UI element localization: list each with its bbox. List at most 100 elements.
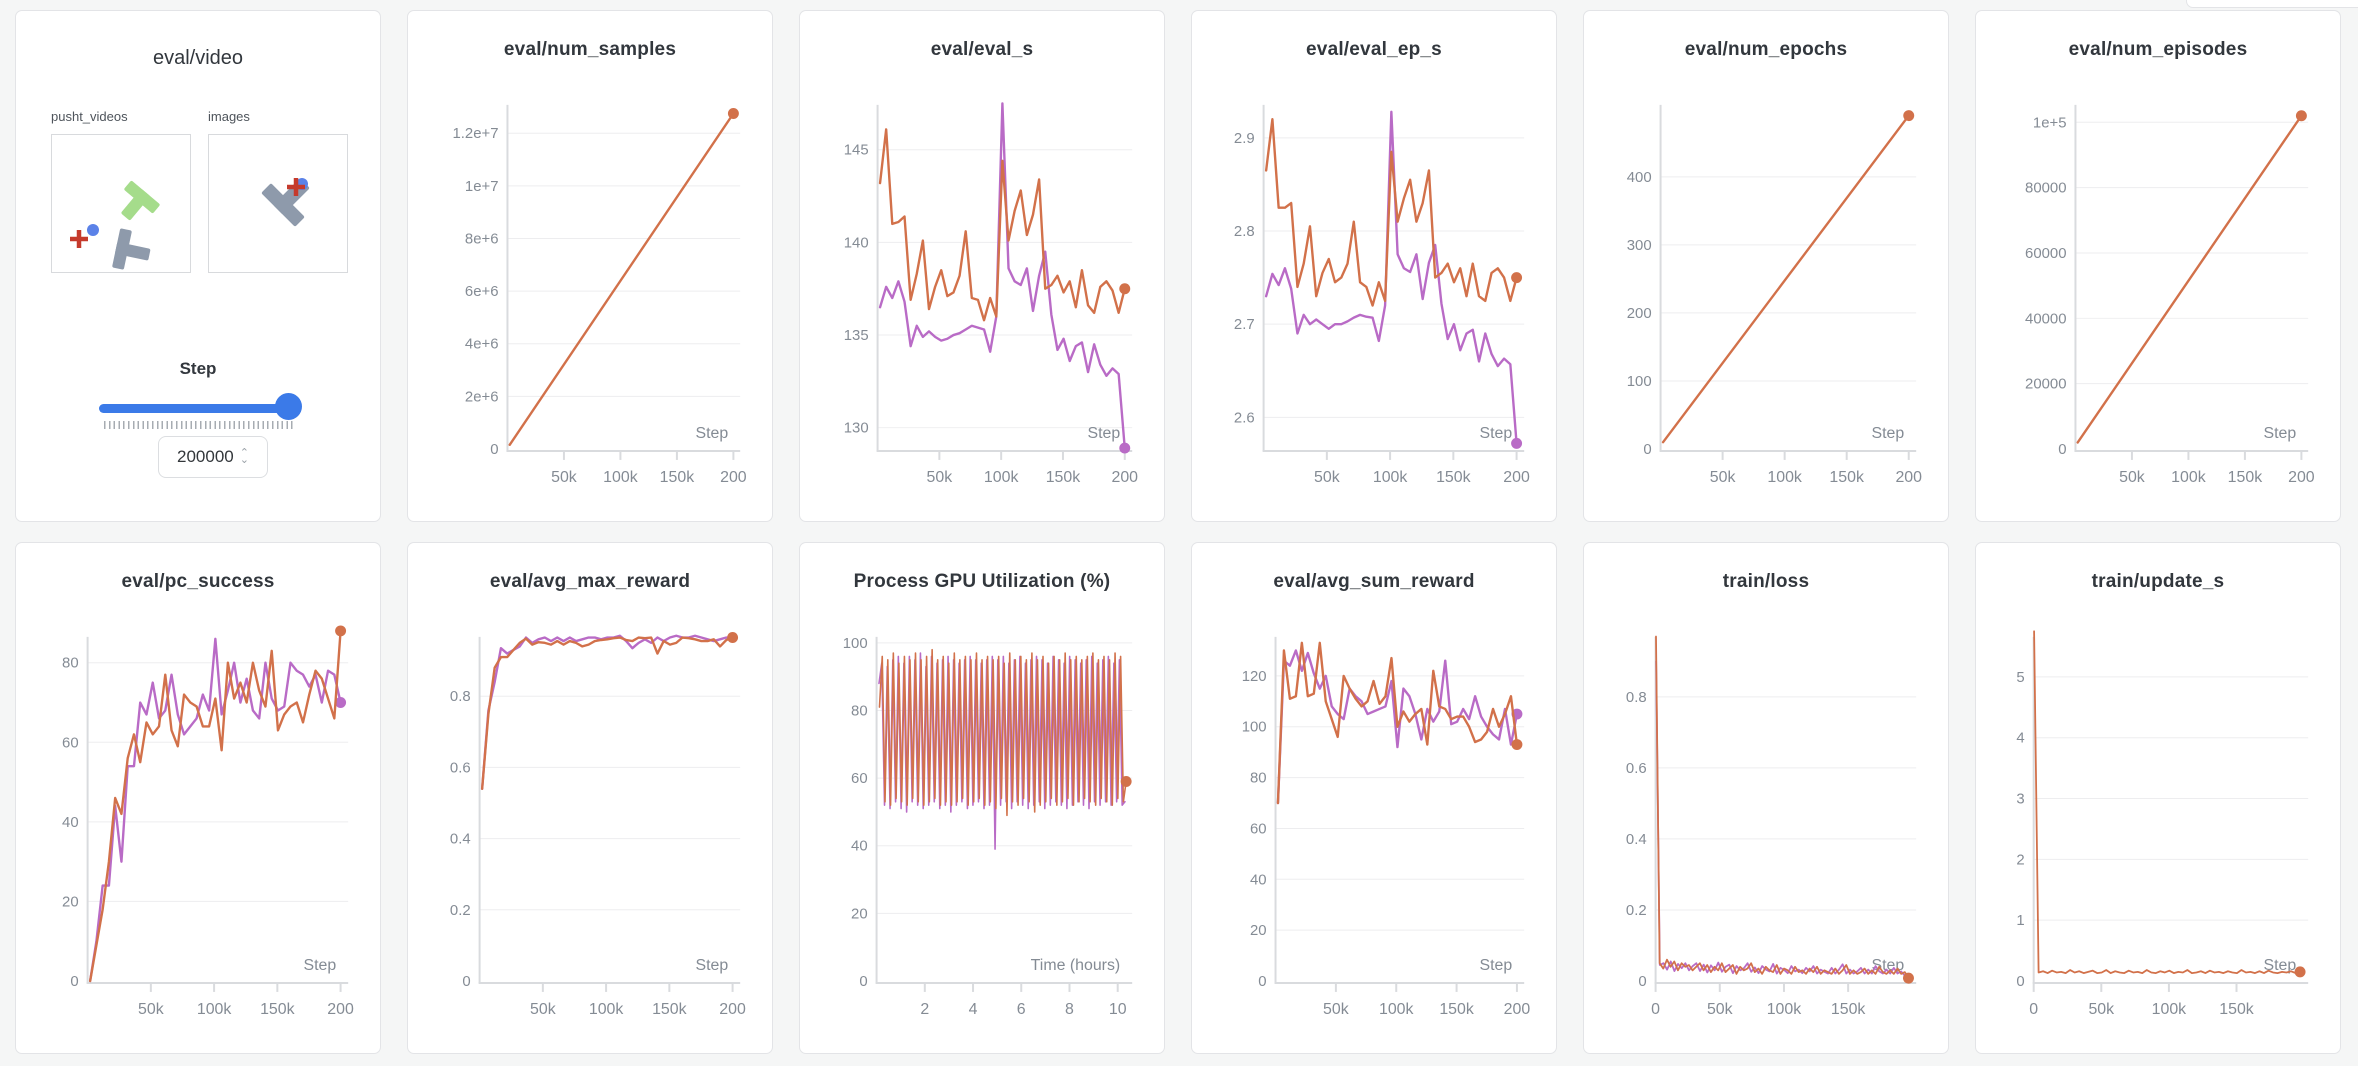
chart-eval-pc-success[interactable]: 0 20 40 60 80 50k 100k 150k 200 Step [16,543,380,1053]
chart-title: eval/avg_max_reward [489,571,691,592]
chart-eval-eval-s[interactable]: 130 135 140 145 50k 100k 150k 200 Step [800,11,1164,521]
chart-train-update-s[interactable]: 0 1 2 3 4 5 0 50k 100k 150k Step [1976,543,2340,1053]
x-tick-label: 200 [1504,1001,1531,1018]
x-tick-label: 50k [2119,469,2145,486]
x-tick-label: 150k [2228,469,2263,486]
series-endpoint-orange [1119,283,1131,295]
y-tick-label: 2e+6 [465,389,499,405]
x-axis-title: Time (hours) [1031,957,1121,974]
y-tick-label: 40 [62,815,79,831]
x-tick-label: 50k [2088,1001,2114,1018]
x-tick-label: 100k [197,1001,232,1018]
step-slider-thumb[interactable] [275,393,302,420]
y-tick-label: 0 [2016,974,2024,990]
x-tick-label: 150k [2219,1001,2254,1018]
series-endpoint-orange [2294,966,2306,978]
pusht-scene-image [70,181,160,270]
panel-eval-video: eval/video pusht_videos images [15,10,381,522]
y-tick-label: 8e+6 [465,231,499,247]
images-thumbnail[interactable] [208,134,348,273]
x-axis-title: Step [1872,425,1905,442]
series-purple [878,102,1126,450]
x-tick-label: 150k [652,1001,687,1018]
y-tick-label: 100 [1627,374,1652,390]
panel-eval-num-samples: eval/num_samples 0 2e+6 4e+6 6e+6 8e+6 1e+7 1.… [407,10,773,522]
step-value[interactable]: 200000 [177,447,234,466]
chart-eval-num-episodes[interactable]: 0 20000 40000 60000 80000 1e+5 50k 100k 150k 200 S… [1976,11,2340,521]
x-tick-label: 100k [1767,1001,1802,1018]
y-tick-label: 200 [1627,306,1652,322]
series-orange [1655,635,1910,980]
x-tick-label: 150k [1046,469,1081,486]
y-tick-label: 3 [2016,792,2024,808]
x-tick-label: 100k [603,469,638,486]
y-tick-label: 0.6 [1626,761,1647,777]
y-tick-label: 2.9 [1234,131,1255,147]
chart-eval-eval-ep-s[interactable]: 2.6 2.7 2.8 2.9 50k 100k 150k 200 Step [1192,11,1556,521]
x-axis-title: Step [1480,425,1513,442]
y-tick-label: 5 [2016,670,2024,686]
y-tick-label: 0 [1258,974,1266,990]
panel-eval-num-episodes: eval/num_episodes 0 20000 40000 60000 80000 1… [1975,10,2341,522]
y-tick-label: 6e+6 [465,284,499,300]
red-cross-icon [287,178,305,196]
x-tick-label: 50k [1323,1001,1349,1018]
images-label: images [208,109,250,124]
y-tick-label: 0 [1638,974,1646,990]
y-tick-label: 20000 [2025,377,2066,393]
step-number-input[interactable]: 200000 ⌃ ⌄ [158,436,268,478]
y-tick-label: 100 [1242,720,1267,736]
x-tick-label: 8 [1065,1001,1074,1018]
x-tick-label: 100k [2152,1001,2187,1018]
pusht-video-thumbnail[interactable] [51,134,191,273]
series-orange [878,648,1127,817]
y-tick-label: 2.7 [1234,317,1255,333]
x-tick-label: 100k [2171,469,2206,486]
series-orange [1276,641,1519,805]
y-tick-label: 60 [1250,821,1267,837]
x-tick-label: 50k [1314,469,1340,486]
chart-title: eval/eval_s [930,39,1034,60]
x-axis-title: Step [2264,957,2297,974]
series-purple [1655,660,1910,979]
y-tick-label: 0 [70,974,78,990]
gray-t-shape [261,178,310,227]
stepper-down-icon[interactable]: ⌄ [239,454,249,466]
chart-process-gpu-utilization[interactable]: 0 20 40 60 80 100 2 4 6 8 10 Time (hours) [800,543,1164,1053]
y-tick-label: 4e+6 [465,337,499,353]
x-tick-label: 150k [1439,1001,1474,1018]
y-tick-label: 0.4 [450,832,471,848]
y-tick-label: 0.4 [1626,832,1647,848]
chart-eval-num-epochs[interactable]: 0 100 200 300 400 50k 100k 150k 200 Step [1584,11,1948,521]
chart-eval-avg-sum-reward[interactable]: 0 20 40 60 80 100 120 50k 100k 150k 200 Step [1192,543,1556,1053]
step-stepper[interactable]: ⌃ ⌄ [239,447,249,466]
gray-t-shape [112,228,151,270]
panel-grid: eval/video pusht_videos images [15,10,2341,1054]
series-endpoint-orange [1511,272,1523,284]
series-orange [2076,114,2303,444]
y-tick-label: 20 [1250,923,1267,939]
x-tick-label: 50k [138,1001,164,1018]
x-tick-label: 100k [1373,469,1408,486]
series-purple [480,634,734,790]
y-tick-label: 140 [844,235,869,251]
x-tick-label: 200 [1895,469,1922,486]
y-tick-label: 20 [62,894,79,910]
chart-eval-avg-max-reward[interactable]: 0 0.2 0.4 0.6 0.8 50k 100k 150k 200 Step [408,543,772,1053]
panel-train-loss: train/loss 0 0.2 0.4 0.6 0.8 0 50k 100k 150k Step [1583,542,1949,1054]
chart-eval-num-samples[interactable]: 0 2e+6 4e+6 6e+6 8e+6 1e+7 1.2e+7 50k 100k 150k 20… [408,11,772,521]
x-tick-label: 150k [260,1001,295,1018]
chart-title: eval/num_samples [503,39,677,60]
red-cross-icon [70,230,88,248]
chart-title: eval/num_episodes [2068,39,2248,60]
x-axis-title: Step [1088,425,1121,442]
x-tick-label: 2 [920,1001,929,1018]
chart-title: eval/pc_success [121,571,275,592]
stepper-up-icon[interactable]: ⌃ [239,447,249,459]
y-tick-label: 0.2 [450,903,471,919]
y-tick-label: 0 [2058,442,2066,458]
step-slider-track[interactable] [99,404,299,413]
x-tick-label: 50k [1707,1001,1733,1018]
x-axis-title: Step [696,425,729,442]
